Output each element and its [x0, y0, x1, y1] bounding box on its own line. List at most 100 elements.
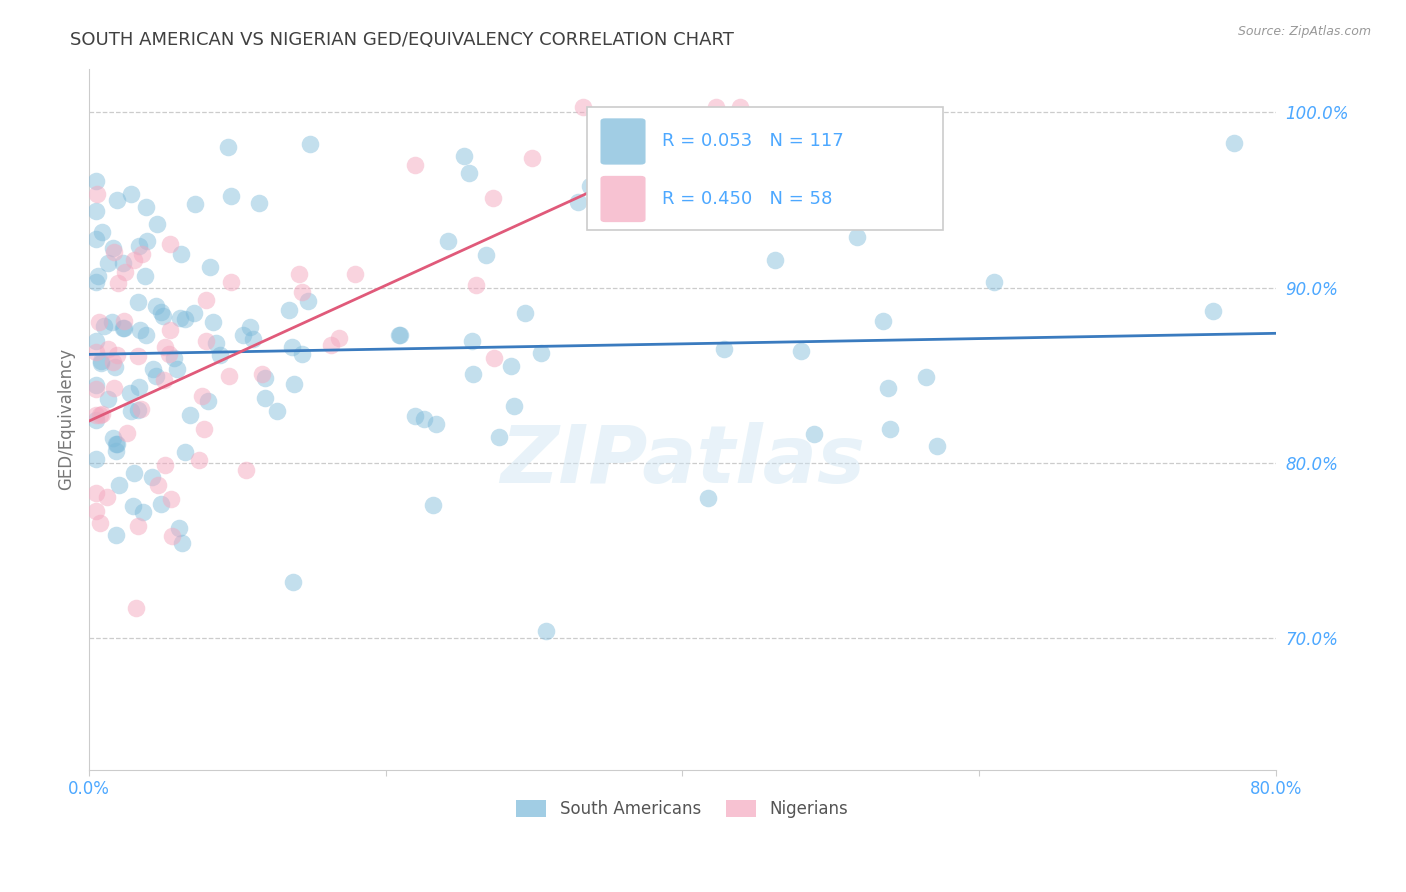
Point [104, 359, 127, 374]
Point [287, 267, 309, 281]
Point [148, 477, 170, 491]
Y-axis label: GED/Equivalency: GED/Equivalency [58, 348, 75, 491]
Point [704, 100, 727, 114]
Point [124, 253, 146, 268]
Point [129, 402, 152, 417]
Point [91, 407, 114, 421]
Point [232, 328, 254, 343]
Point [141, 362, 163, 376]
Point [790, 343, 813, 358]
Point [179, 408, 201, 422]
Point [89, 516, 111, 531]
Point [97, 256, 120, 270]
Point [120, 385, 142, 400]
Point [97, 343, 120, 357]
Point [983, 275, 1005, 289]
Point [713, 342, 735, 356]
Point [103, 244, 125, 259]
Point [90, 354, 112, 368]
Point [194, 293, 217, 307]
Point [86, 378, 108, 392]
Point [131, 247, 153, 261]
Point [205, 336, 228, 351]
Point [461, 368, 484, 382]
Point [86, 504, 108, 518]
Point [135, 328, 157, 343]
Point [96, 490, 118, 504]
Point [319, 338, 342, 352]
Point [254, 371, 277, 385]
Point [221, 275, 243, 289]
Point [134, 268, 156, 283]
Point [128, 380, 150, 394]
Point [131, 505, 153, 519]
Point [876, 381, 898, 395]
Point [803, 427, 825, 442]
Point [218, 369, 240, 384]
Point [105, 437, 128, 451]
Point [183, 306, 205, 320]
Point [484, 351, 506, 365]
Point [169, 311, 191, 326]
Point [422, 498, 444, 512]
Point [150, 305, 173, 319]
Point [86, 382, 108, 396]
Point [135, 200, 157, 214]
Point [150, 497, 173, 511]
Point [108, 478, 131, 492]
Point [567, 194, 589, 209]
Point [86, 334, 108, 349]
Point [458, 166, 481, 180]
Point [583, 149, 606, 163]
Text: ZIPatlas: ZIPatlas [501, 422, 865, 500]
Point [503, 399, 526, 413]
Point [291, 285, 314, 299]
Point [112, 320, 135, 334]
Point [1202, 303, 1225, 318]
Point [404, 158, 426, 172]
Point [127, 294, 149, 309]
Point [145, 299, 167, 313]
Point [103, 381, 125, 395]
Point [522, 151, 544, 165]
Point [195, 334, 218, 349]
Point [412, 412, 434, 426]
Point [221, 189, 243, 203]
Point [242, 332, 264, 346]
Point [437, 234, 460, 248]
Point [247, 196, 270, 211]
Point [160, 529, 183, 543]
Point [174, 445, 197, 459]
Point [266, 403, 288, 417]
Point [104, 528, 127, 542]
Point [87, 268, 110, 283]
Point [197, 393, 219, 408]
Point [328, 331, 350, 345]
Point [145, 368, 167, 383]
Point [250, 367, 273, 381]
Point [343, 267, 366, 281]
Point [157, 347, 180, 361]
Point [127, 519, 149, 533]
Text: R = 0.053   N = 117: R = 0.053 N = 117 [662, 133, 844, 151]
Point [129, 323, 152, 337]
Point [89, 409, 111, 423]
Point [105, 193, 128, 207]
Text: SOUTH AMERICAN VS NIGERIAN GED/EQUIVALENCY CORRELATION CHART: SOUTH AMERICAN VS NIGERIAN GED/EQUIVALEN… [70, 31, 734, 49]
Point [188, 453, 211, 467]
Point [86, 413, 108, 427]
Point [120, 404, 142, 418]
Point [89, 315, 111, 329]
Point [297, 293, 319, 308]
Point [152, 309, 174, 323]
Point [112, 321, 135, 335]
Point [105, 437, 128, 451]
Point [86, 232, 108, 246]
Point [86, 408, 108, 422]
Point [135, 234, 157, 248]
Point [572, 100, 595, 114]
Point [291, 347, 314, 361]
Point [121, 499, 143, 513]
Point [253, 391, 276, 405]
Point [120, 186, 142, 201]
